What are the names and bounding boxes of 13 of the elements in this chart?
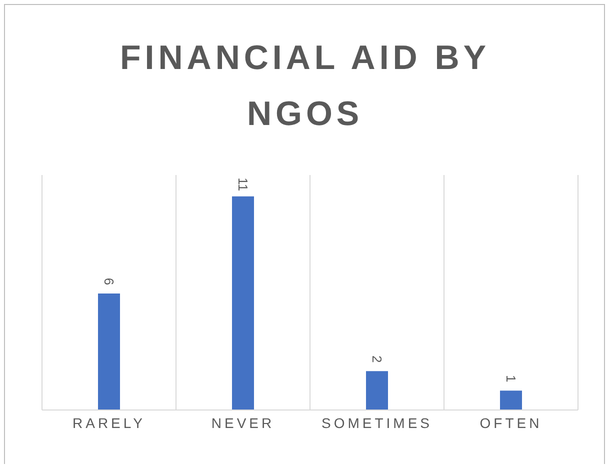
data-label: 6 [102,278,116,286]
x-tick-label: RARELY [72,414,146,431]
bar [366,371,388,410]
x-tick-label: NEVER [211,414,275,431]
x-tick-label: SOMETIMES [321,414,433,431]
x-tick-label: OFTEN [480,414,542,431]
bar [98,293,120,410]
chart-title: FINANCIAL AID BY NGOS [119,38,491,135]
bar [500,390,522,410]
data-label: 2 [370,356,384,363]
data-label: 1 [504,374,518,382]
bar [232,196,254,410]
data-label: 11 [236,178,250,192]
